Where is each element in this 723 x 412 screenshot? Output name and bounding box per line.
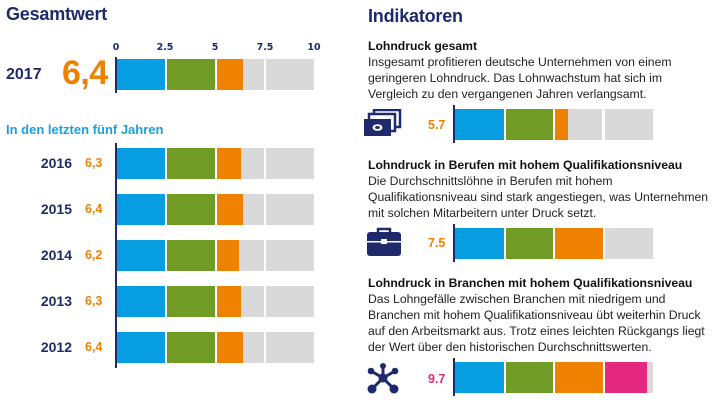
current-value: 6,4 <box>62 54 108 92</box>
history-value: 6,2 <box>85 248 103 262</box>
bar-segment <box>455 109 504 140</box>
indicator-axis-line <box>453 105 455 143</box>
history-bar <box>117 148 314 179</box>
bar-segment <box>505 362 553 393</box>
bar-remainder <box>567 109 603 140</box>
bar-segment <box>604 362 648 393</box>
bar-remainder <box>265 59 314 90</box>
bar-remainder <box>265 286 314 317</box>
indicator-axis-line <box>453 358 455 396</box>
bar-remainder <box>239 240 264 271</box>
bar-remainder <box>243 59 264 90</box>
bar-segment <box>505 109 553 140</box>
bar-remainder <box>604 109 653 140</box>
tick-label: 0 <box>112 42 120 53</box>
bar-remainder <box>265 240 314 271</box>
indicator-text: Die Durchschnittslöhne in Berufen mit ho… <box>368 174 709 220</box>
bar-remainder <box>241 148 264 179</box>
history-bar <box>117 332 314 363</box>
bar-segment <box>117 240 166 271</box>
bar-segment <box>117 148 166 179</box>
bar-segment <box>216 148 242 179</box>
axis-line <box>115 57 117 93</box>
indikatoren-title: Indikatoren <box>368 6 463 26</box>
history-value: 6,4 <box>85 202 103 216</box>
bar-segment <box>167 332 215 363</box>
bar-segment <box>455 362 504 393</box>
bar-segment <box>216 240 240 271</box>
indicator-axis-line <box>453 224 455 262</box>
bar-segment <box>117 59 166 90</box>
bar-segment <box>555 362 603 393</box>
bar-segment <box>555 228 603 259</box>
bar-remainder <box>241 286 264 317</box>
bar-segment <box>455 228 504 259</box>
history-year: 2014 <box>40 247 72 263</box>
briefcase-icon <box>367 227 401 256</box>
history-value: 6,3 <box>85 156 103 170</box>
tick-label: 10 <box>307 42 321 53</box>
bar-remainder <box>265 194 314 225</box>
bar-segment <box>167 59 215 90</box>
history-value: 6,4 <box>85 340 103 354</box>
history-bar <box>117 240 314 271</box>
bar-remainder <box>243 194 264 225</box>
bar-segment <box>216 286 242 317</box>
history-year: 2016 <box>40 155 72 171</box>
bar-segment <box>216 59 244 90</box>
history-axis-line <box>115 143 117 368</box>
indicator-bar <box>455 109 653 140</box>
bar-segment <box>216 332 244 363</box>
indicator-title: Lohndruck in Berufen mit hohem Qualifika… <box>368 158 683 172</box>
bar-segment <box>167 194 215 225</box>
network-icon <box>367 363 399 394</box>
bar-segment <box>167 148 215 179</box>
bar-remainder <box>243 332 264 363</box>
bar-remainder <box>265 332 314 363</box>
indicator-text: Insgesamt profitieren deutsche Unternehm… <box>368 55 672 101</box>
bar-segment <box>167 286 215 317</box>
bar-remainder <box>265 148 314 179</box>
bar-remainder <box>647 362 653 393</box>
bar-segment <box>167 240 215 271</box>
bar-segment <box>117 286 166 317</box>
bar-segment <box>117 194 166 225</box>
indicator-value: 5.7 <box>428 118 446 132</box>
bar-segment <box>505 228 553 259</box>
current-year: 2017 <box>6 66 42 83</box>
history-bar <box>117 194 314 225</box>
tick-label: 2.5 <box>156 42 174 53</box>
history-value: 6,3 <box>85 294 103 308</box>
bar-remainder <box>604 228 653 259</box>
history-year: 2013 <box>40 293 72 309</box>
gesamtwert-title: Gesamtwert <box>6 4 108 24</box>
history-year: 2012 <box>40 339 72 355</box>
indicator-value: 9.7 <box>428 372 446 386</box>
history-title: In den letzten fünf Jahren <box>6 122 164 137</box>
bar-segment <box>555 109 568 140</box>
tick-label: 7.5 <box>256 42 274 53</box>
tick-label: 5 <box>211 42 219 53</box>
indicator-title: Lohndruck in Branchen mit hohem Qualifik… <box>368 276 693 290</box>
indicator-value: 7.5 <box>428 236 446 250</box>
indicator-bar <box>455 362 653 393</box>
indicator-bar <box>455 228 653 259</box>
history-bar <box>117 286 314 317</box>
indicator-title: Lohndruck gesamt <box>368 39 478 53</box>
current-bar <box>117 59 314 90</box>
money-stack-icon <box>364 109 402 136</box>
history-year: 2015 <box>40 201 72 217</box>
indicator-text: Das Lohngefälle zwischen Branchen mit ni… <box>368 292 705 354</box>
bar-segment <box>216 194 244 225</box>
bar-segment <box>117 332 166 363</box>
